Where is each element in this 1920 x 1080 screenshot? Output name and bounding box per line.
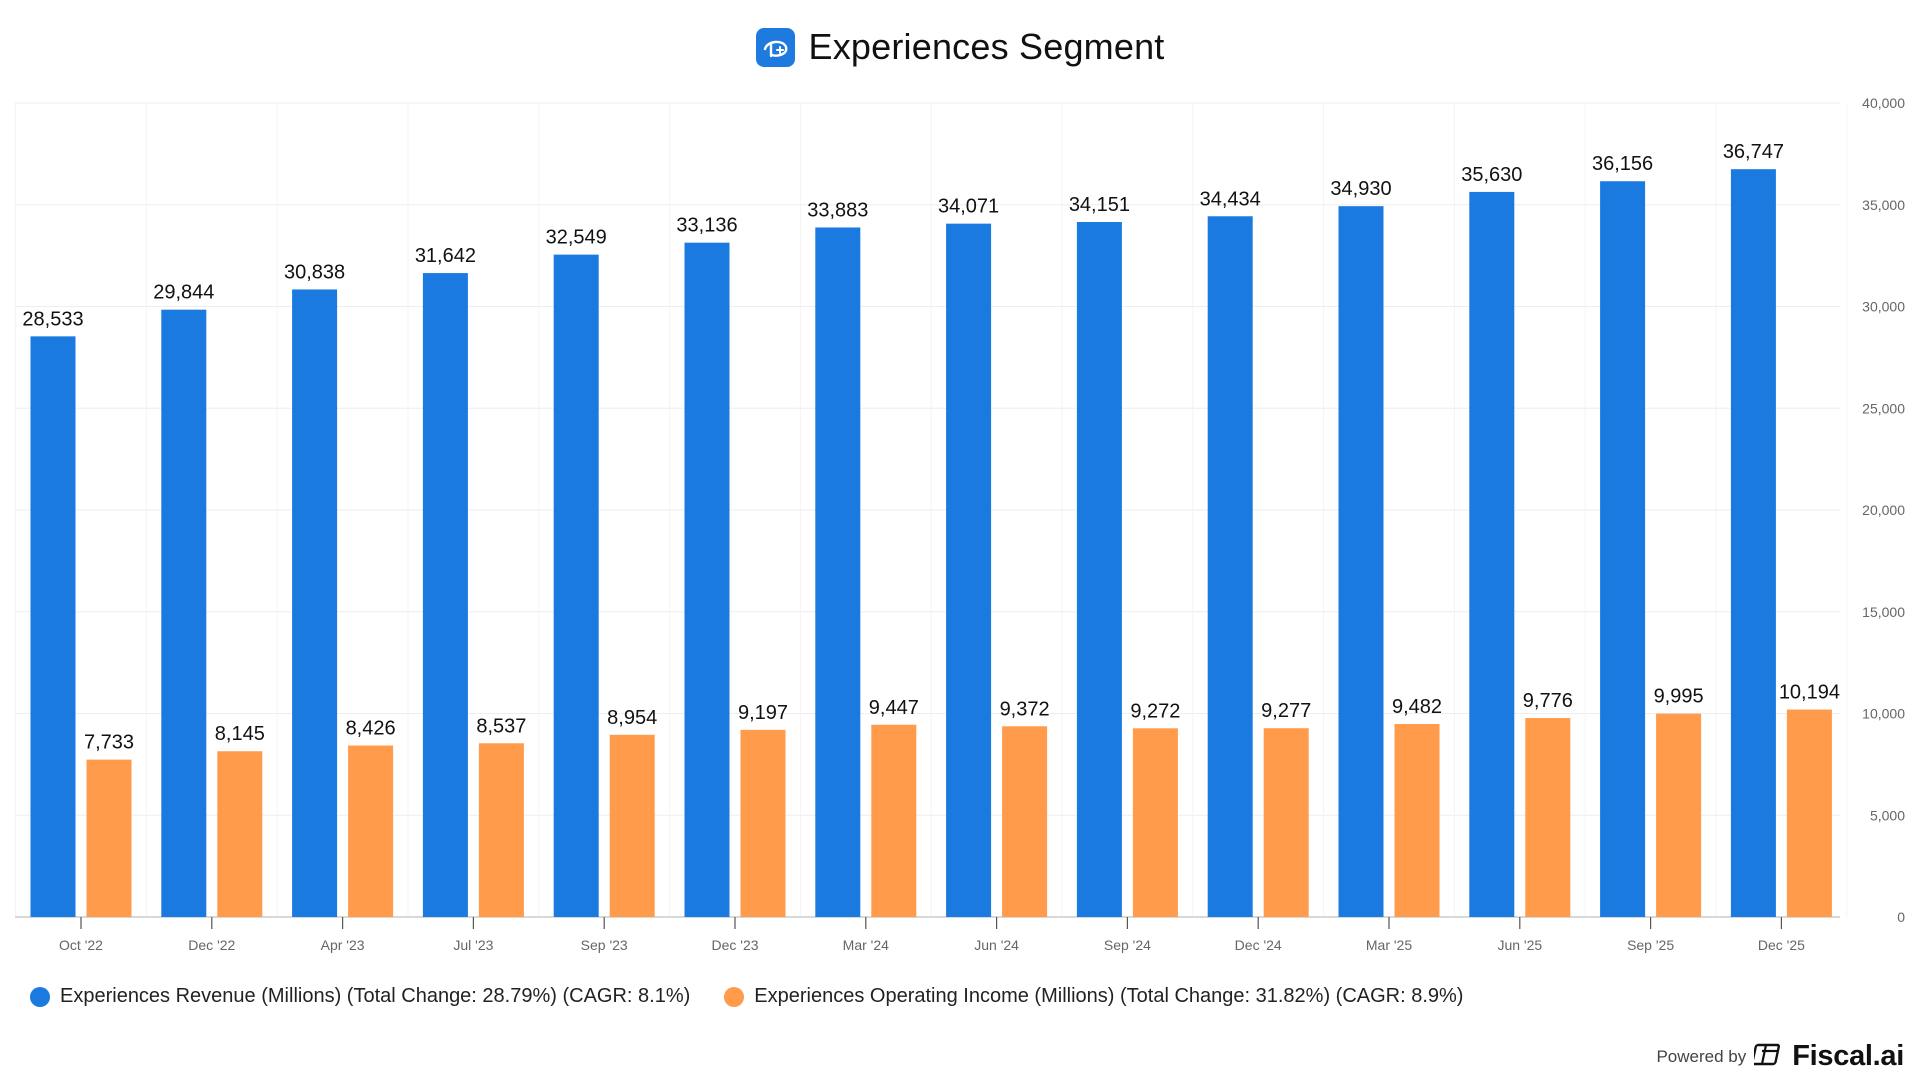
- legend-label-operating-income: Experiences Operating Income (Millions) …: [754, 985, 1464, 1007]
- bar-revenue[interactable]: [1469, 191, 1515, 917]
- data-label-operating-income: 9,482: [1392, 696, 1442, 718]
- data-label-operating-income: 8,426: [346, 718, 396, 740]
- data-label-operating-income: 10,194: [1779, 682, 1840, 704]
- data-label-revenue: 34,071: [938, 196, 999, 218]
- bar-operating-income[interactable]: [609, 734, 655, 917]
- bar-revenue[interactable]: [1730, 169, 1776, 917]
- bar-revenue[interactable]: [30, 336, 76, 917]
- x-tick-label: Mar '25: [1366, 937, 1412, 953]
- bar-revenue[interactable]: [1338, 206, 1384, 917]
- data-label-revenue: 35,630: [1461, 164, 1522, 186]
- data-label-operating-income: 9,197: [738, 702, 788, 724]
- data-labels-layer: 28,533 7,733 29,844 8,145 30,838 8,426 31,642 8…: [22, 141, 1840, 753]
- legend-swatch-revenue: [30, 986, 50, 1007]
- bar-operating-income[interactable]: [86, 759, 132, 917]
- y-tick-label: 15,000: [1862, 604, 1905, 620]
- data-label-operating-income: 9,277: [1261, 700, 1311, 722]
- x-tick-label: Mar '24: [843, 937, 889, 953]
- bar-revenue[interactable]: [292, 289, 338, 918]
- bar-revenue[interactable]: [1207, 216, 1253, 918]
- bar-revenue[interactable]: [1600, 181, 1646, 917]
- x-tick-label: Dec '25: [1758, 937, 1805, 953]
- data-label-operating-income: 9,447: [869, 697, 919, 719]
- data-label-revenue: 36,156: [1592, 153, 1653, 175]
- bar-operating-income[interactable]: [1002, 726, 1048, 917]
- legend-item-operating-income[interactable]: Experiences Operating Income (Millions) …: [724, 985, 1463, 1008]
- chart-legend: Experiences Revenue (Millions) (Total Ch…: [30, 985, 1463, 1008]
- data-label-revenue: 32,549: [546, 227, 607, 249]
- data-label-revenue: 31,642: [415, 245, 476, 267]
- data-label-revenue: 34,930: [1330, 178, 1391, 200]
- legend-label-revenue: Experiences Revenue (Millions) (Total Ch…: [60, 985, 691, 1007]
- bar-operating-income[interactable]: [1525, 718, 1571, 917]
- legend-swatch-operating-income: [724, 986, 745, 1007]
- chart-title: Experiences Segment: [808, 26, 1165, 67]
- y-tick-label: 30,000: [1862, 299, 1905, 315]
- y-tick-label: 0: [1897, 909, 1905, 925]
- data-label-operating-income: 7,733: [84, 732, 134, 754]
- bar-operating-income[interactable]: [1132, 728, 1178, 917]
- y-tick-label: 40,000: [1862, 95, 1905, 111]
- data-label-revenue: 33,136: [676, 215, 737, 237]
- data-label-revenue: 33,883: [807, 199, 868, 221]
- bar-operating-income[interactable]: [1394, 724, 1440, 917]
- data-label-operating-income: 9,272: [1130, 700, 1180, 722]
- powered-by-text: Powered by: [1656, 1046, 1747, 1066]
- x-tick-label: Apr '23: [321, 937, 365, 953]
- data-label-revenue: 34,434: [1200, 188, 1261, 210]
- bar-revenue[interactable]: [684, 242, 730, 918]
- bar-operating-income[interactable]: [217, 751, 263, 917]
- bar-revenue[interactable]: [815, 227, 861, 917]
- y-tick-label: 35,000: [1862, 197, 1905, 213]
- bar-operating-income[interactable]: [1656, 713, 1702, 917]
- bar-revenue[interactable]: [946, 223, 992, 917]
- data-label-revenue: 28,533: [22, 308, 83, 330]
- bar-operating-income[interactable]: [1263, 728, 1309, 917]
- grid-layer: [15, 102, 1848, 917]
- y-tick-label: 25,000: [1862, 400, 1905, 416]
- y-tick-label: 20,000: [1862, 502, 1905, 518]
- chart-header: Experiences Segment: [0, 26, 1920, 68]
- data-label-operating-income: 9,372: [1000, 698, 1050, 720]
- data-label-operating-income: 8,537: [476, 715, 526, 737]
- bar-operating-income[interactable]: [740, 729, 786, 917]
- data-label-operating-income: 9,995: [1654, 686, 1704, 708]
- bar-revenue[interactable]: [422, 273, 468, 917]
- x-tick-label: Sep '23: [581, 937, 628, 953]
- bar-operating-income[interactable]: [348, 745, 394, 917]
- x-tick-label: Jun '24: [974, 937, 1019, 953]
- bar-operating-income[interactable]: [1786, 709, 1832, 917]
- x-tick-label: Dec '24: [1235, 937, 1282, 953]
- data-label-revenue: 36,747: [1723, 141, 1784, 163]
- fiscal-logo-icon: [1751, 1041, 1784, 1072]
- data-label-operating-income: 8,145: [215, 723, 265, 745]
- axis-layer: 0 5,000 10,000 15,000 20,000 25,000 30,000 35,0…: [15, 95, 1905, 953]
- data-label-revenue: 29,844: [153, 282, 214, 304]
- x-tick-label: Sep '24: [1104, 937, 1151, 953]
- data-label-operating-income: 8,954: [607, 707, 657, 729]
- x-tick-label: Dec '23: [711, 937, 758, 953]
- bars-layer: [30, 169, 1832, 918]
- x-tick-label: Jul '23: [453, 937, 493, 953]
- bar-revenue[interactable]: [161, 309, 207, 918]
- data-label-operating-income: 9,776: [1523, 690, 1573, 712]
- y-tick-label: 5,000: [1870, 807, 1905, 823]
- x-tick-label: Oct '22: [59, 937, 103, 953]
- bar-operating-income[interactable]: [478, 743, 524, 917]
- y-tick-label: 10,000: [1862, 706, 1905, 722]
- footer-branding: Powered by Fiscal.ai: [1656, 1040, 1904, 1073]
- fiscal-brand-name[interactable]: Fiscal.ai: [1792, 1040, 1904, 1072]
- disney-plus-icon: [755, 27, 795, 67]
- bar-operating-income[interactable]: [871, 724, 917, 917]
- x-tick-label: Sep '25: [1627, 937, 1674, 953]
- legend-item-revenue[interactable]: Experiences Revenue (Millions) (Total Ch…: [30, 985, 690, 1008]
- bar-revenue[interactable]: [553, 254, 599, 917]
- data-label-revenue: 34,151: [1069, 194, 1130, 216]
- bar-revenue[interactable]: [1076, 222, 1122, 917]
- x-tick-label: Dec '22: [188, 937, 235, 953]
- data-label-revenue: 30,838: [284, 261, 345, 283]
- x-tick-label: Jun '25: [1497, 937, 1542, 953]
